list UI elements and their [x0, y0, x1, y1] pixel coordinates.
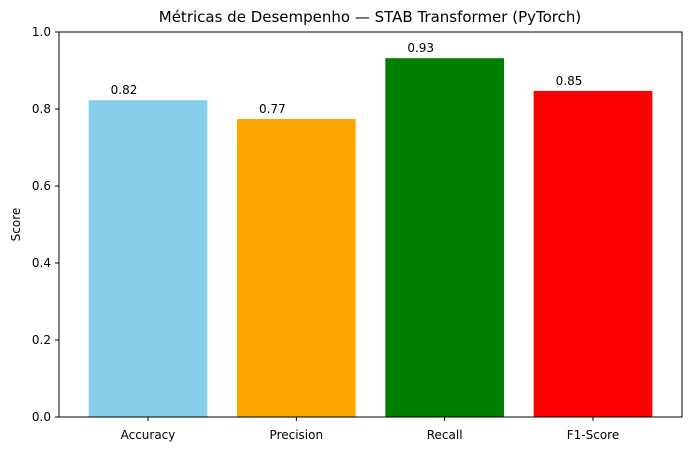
- y-tick-label: 0.4: [32, 256, 51, 270]
- y-tick-label: 1.0: [32, 25, 51, 39]
- value-label-precision: 0.77: [259, 102, 286, 116]
- x-tick-label: Precision: [270, 428, 324, 442]
- plot-frame: [58, 31, 683, 418]
- value-label-accuracy: 0.82: [111, 83, 138, 97]
- y-tick-label: 0.0: [32, 410, 51, 424]
- bar-accuracy: [88, 100, 208, 418]
- y-tick-label: 0.2: [32, 333, 51, 347]
- x-tick-label: Accuracy: [121, 428, 176, 442]
- value-label-recall: 0.93: [407, 41, 434, 55]
- x-tick-label: F1-Score: [567, 428, 619, 442]
- value-labels-group: 0.82 0.77 0.93 0.85: [111, 41, 583, 116]
- bar-precision: [237, 119, 356, 417]
- y-axis-label: Score: [9, 208, 23, 242]
- bars-group: [88, 58, 653, 418]
- x-axis-ticks: Accuracy Precision Recall F1-Score: [121, 417, 619, 442]
- bar-recall: [385, 58, 504, 418]
- value-label-f1-score: 0.85: [556, 74, 583, 88]
- y-tick-label: 0.8: [32, 102, 51, 116]
- y-tick-label: 0.6: [32, 179, 51, 193]
- chart-title: Métricas de Desempenho — STAB Transforme…: [159, 8, 581, 26]
- bar-f1-score: [533, 90, 653, 417]
- y-axis-ticks: 0.0 0.2 0.4 0.6 0.8 1.0: [32, 25, 59, 424]
- x-tick-label: Recall: [427, 428, 463, 442]
